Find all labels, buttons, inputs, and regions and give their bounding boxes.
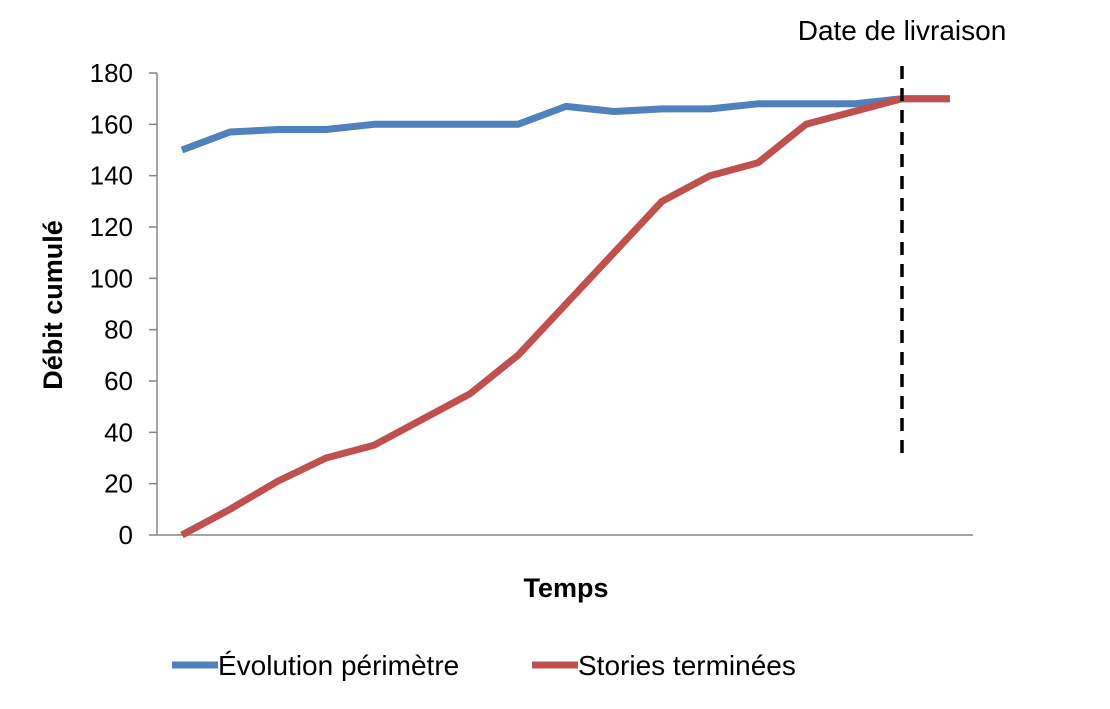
- series-line-2: [180, 95, 950, 539]
- y-tick-label: 60: [104, 366, 133, 396]
- y-tick-label: 40: [104, 417, 133, 447]
- y-tick-label: 140: [90, 161, 133, 191]
- delivery-date-marker: Date de livraison: [798, 15, 1007, 456]
- legend-label: Évolution périmètre: [218, 650, 459, 681]
- legend: Évolution périmètre Stories terminées: [172, 650, 796, 681]
- series-line-1: [180, 95, 950, 154]
- legend-label: Stories terminées: [578, 650, 796, 681]
- y-tick-label: 160: [90, 109, 133, 139]
- y-axis-title: Débit cumulé: [38, 220, 68, 390]
- y-tick-label: 20: [104, 469, 133, 499]
- y-tick-label: 180: [90, 58, 133, 88]
- series-lines: [180, 95, 950, 539]
- x-axis-title: Temps: [523, 573, 608, 603]
- axes: 0 20 40 60 80 100 120 140 160 180: [90, 58, 973, 550]
- y-tick-label: 80: [104, 315, 133, 345]
- y-tick-label: 0: [119, 520, 133, 550]
- delivery-date-label: Date de livraison: [798, 15, 1007, 46]
- y-tick-label: 100: [90, 263, 133, 293]
- y-tick-label: 120: [90, 212, 133, 242]
